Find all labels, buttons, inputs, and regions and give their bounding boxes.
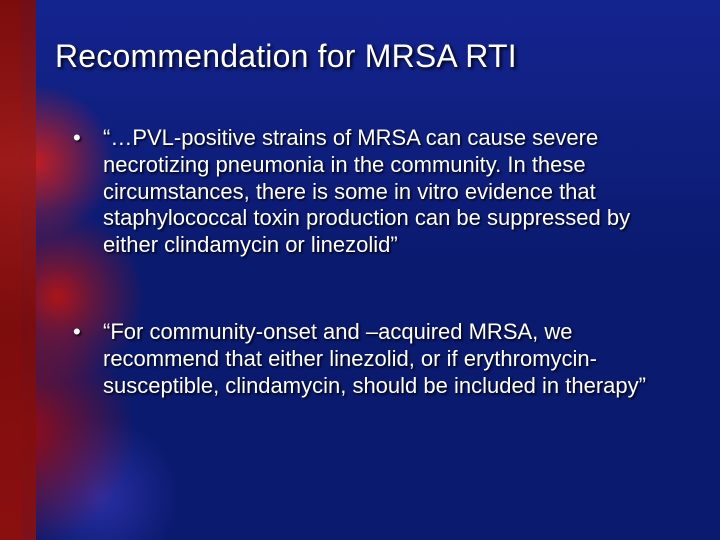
slide-title: Recommendation for MRSA RTI <box>55 38 690 75</box>
bullet-item: “For community-onset and –acquired MRSA,… <box>73 319 690 399</box>
slide: Recommendation for MRSA RTI “…PVL-positi… <box>0 0 720 540</box>
content-area: Recommendation for MRSA RTI “…PVL-positi… <box>55 38 690 510</box>
left-red-strip <box>0 0 36 540</box>
bullet-list: “…PVL-positive strains of MRSA can cause… <box>55 125 690 400</box>
bullet-item: “…PVL-positive strains of MRSA can cause… <box>73 125 690 259</box>
